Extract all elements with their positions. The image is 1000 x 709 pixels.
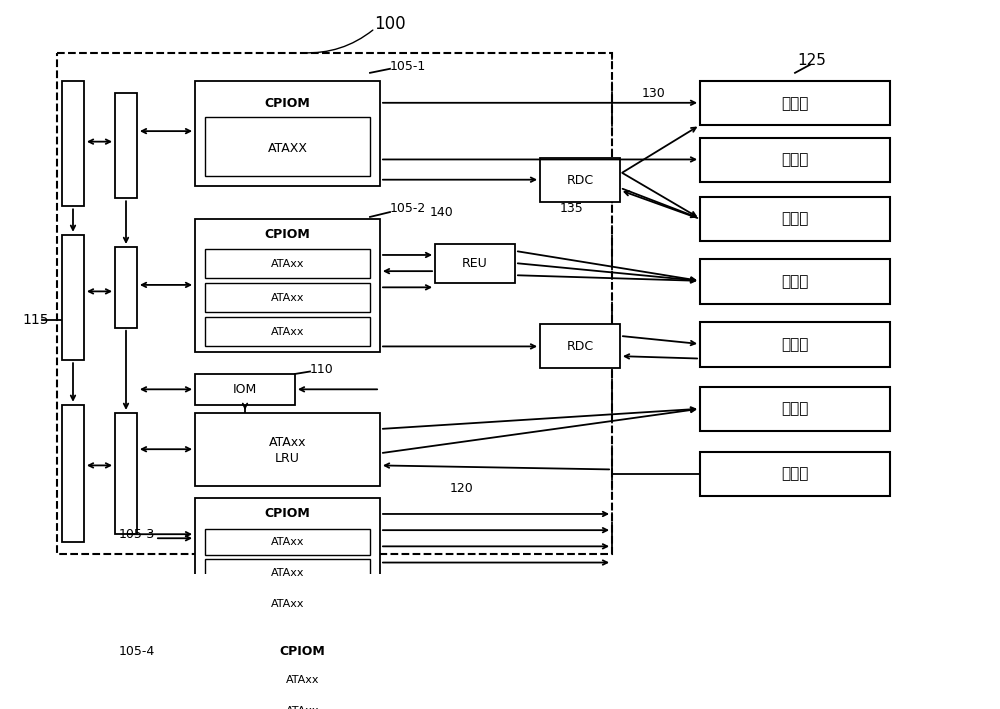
Bar bbox=[540, 324, 620, 368]
Bar bbox=[195, 374, 295, 405]
Text: IOM: IOM bbox=[233, 383, 257, 396]
Text: RDC: RDC bbox=[566, 340, 594, 352]
Bar bbox=[205, 528, 370, 555]
Text: 105-4: 105-4 bbox=[119, 645, 155, 658]
Bar bbox=[195, 218, 380, 352]
Bar bbox=[700, 81, 890, 125]
Text: 125: 125 bbox=[798, 53, 826, 68]
Text: 传感器: 传感器 bbox=[781, 211, 809, 226]
Text: ATAxx: ATAxx bbox=[271, 293, 304, 303]
Text: 115: 115 bbox=[22, 313, 48, 327]
Text: ATAxx: ATAxx bbox=[286, 675, 319, 685]
Text: CPIOM: CPIOM bbox=[280, 645, 325, 658]
Text: ATAxx: ATAxx bbox=[269, 436, 306, 450]
Text: 传感器: 传感器 bbox=[781, 337, 809, 352]
Bar bbox=[115, 413, 137, 534]
Bar bbox=[700, 452, 890, 496]
Text: ATAxx: ATAxx bbox=[271, 327, 304, 337]
Bar bbox=[115, 93, 137, 199]
Bar bbox=[220, 666, 385, 693]
Bar bbox=[210, 635, 395, 709]
Text: CPIOM: CPIOM bbox=[265, 508, 310, 520]
Bar bbox=[205, 284, 370, 313]
Bar bbox=[62, 81, 84, 206]
Text: CPIOM: CPIOM bbox=[265, 228, 310, 241]
Text: ATAxx: ATAxx bbox=[271, 599, 304, 609]
Bar bbox=[700, 322, 890, 367]
Text: ATAxx: ATAxx bbox=[271, 537, 304, 547]
Text: ATAXX: ATAXX bbox=[268, 142, 308, 155]
Bar bbox=[205, 118, 370, 176]
Text: 致动器: 致动器 bbox=[781, 402, 809, 417]
Bar bbox=[62, 405, 84, 542]
Bar bbox=[195, 81, 380, 186]
Bar bbox=[700, 259, 890, 303]
Text: REU: REU bbox=[462, 257, 488, 270]
Text: RDC: RDC bbox=[566, 174, 594, 186]
Text: 105-3: 105-3 bbox=[119, 527, 155, 541]
Bar bbox=[205, 590, 370, 617]
Bar bbox=[700, 387, 890, 431]
Text: 致动器: 致动器 bbox=[781, 152, 809, 167]
Bar bbox=[205, 559, 370, 586]
Bar bbox=[205, 318, 370, 347]
Text: 传感器: 传感器 bbox=[781, 467, 809, 481]
Bar bbox=[435, 245, 515, 284]
Bar bbox=[115, 247, 137, 328]
Text: LRU: LRU bbox=[275, 452, 300, 465]
Bar bbox=[205, 250, 370, 279]
Text: 130: 130 bbox=[642, 86, 666, 99]
Text: ATAxx: ATAxx bbox=[286, 705, 319, 709]
Bar bbox=[195, 498, 380, 623]
Text: ATAxx: ATAxx bbox=[271, 568, 304, 578]
Text: 120: 120 bbox=[450, 481, 474, 495]
Text: ATAxx: ATAxx bbox=[271, 259, 304, 269]
Text: 致动器: 致动器 bbox=[781, 274, 809, 289]
Bar bbox=[700, 196, 890, 241]
Text: 100: 100 bbox=[374, 16, 406, 33]
Text: 135: 135 bbox=[560, 202, 584, 216]
Bar bbox=[700, 138, 890, 182]
Bar bbox=[57, 52, 612, 554]
Text: 105-1: 105-1 bbox=[390, 60, 426, 73]
Text: 110: 110 bbox=[310, 362, 334, 376]
Text: 105-2: 105-2 bbox=[390, 202, 426, 216]
Text: CPIOM: CPIOM bbox=[265, 97, 310, 110]
Bar bbox=[220, 697, 385, 709]
Bar bbox=[62, 235, 84, 360]
Text: 140: 140 bbox=[430, 206, 454, 219]
Text: 传感器: 传感器 bbox=[781, 96, 809, 111]
Bar bbox=[195, 413, 380, 486]
Bar bbox=[540, 158, 620, 202]
